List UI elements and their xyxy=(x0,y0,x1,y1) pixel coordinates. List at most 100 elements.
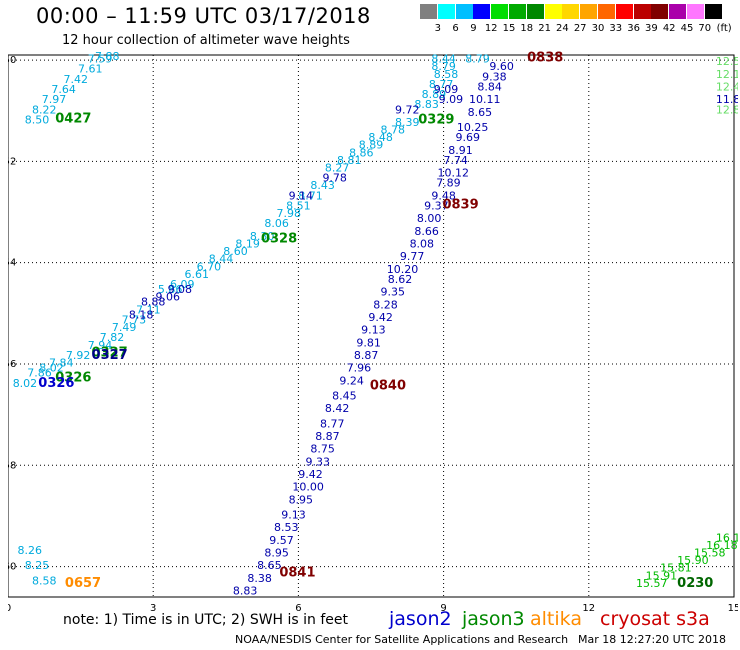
scale-swatch xyxy=(669,4,687,19)
scale-swatch xyxy=(544,4,562,19)
wave-height-value: 8.86 xyxy=(349,146,374,159)
legend-cryosat: cryosat s3a xyxy=(600,608,710,630)
wave-height-value: 8.28 xyxy=(373,298,398,311)
wave-height-value: 9.13 xyxy=(361,324,386,337)
wave-height-value: 7.88 xyxy=(95,50,120,63)
scale-swatch xyxy=(651,4,669,19)
wave-height-value: 8.22 xyxy=(32,103,57,116)
pass-time-label: 0838 xyxy=(527,51,563,66)
pass-time-label: 0657 xyxy=(65,576,101,591)
wave-height-value: 9.09 xyxy=(439,93,464,106)
pass-time-label: 0328 xyxy=(261,231,297,246)
wave-height-value: 8.62 xyxy=(388,273,413,286)
wave-height-value: 8.88 xyxy=(141,296,166,309)
footer-credit: NOAA/NESDIS Center for Satellite Applica… xyxy=(235,633,569,646)
wave-height-value: 7.59 xyxy=(88,53,113,66)
wave-height-value: 8.30 xyxy=(250,230,275,243)
scale-label: 3 xyxy=(434,23,441,34)
y-tick-label: -50 xyxy=(8,55,16,66)
scale-swatch xyxy=(437,4,455,19)
scale-label: 36 xyxy=(627,23,640,34)
wave-height-value: 10.00 xyxy=(292,481,324,494)
x-tick-label: 9 xyxy=(440,603,446,614)
wave-height-value: 8.19 xyxy=(235,237,260,250)
scale-swatch xyxy=(598,4,615,19)
pass-time-label: 0427 xyxy=(55,111,91,126)
footer-timestamp: Mar 18 12:27:20 UTC 2018 xyxy=(578,633,726,646)
page-subtitle: 12 hour collection of altimeter wave hei… xyxy=(62,33,350,48)
wave-height-value: 6.70 xyxy=(197,260,222,273)
x-tick-label: 12 xyxy=(582,603,595,614)
wave-height-value: 12.80 xyxy=(716,103,738,116)
scale-label: 12 xyxy=(484,23,498,34)
wave-height-value: 8.81 xyxy=(337,154,362,167)
wave-height-value: 8.87 xyxy=(315,430,340,443)
pass-time-label: 0230 xyxy=(677,576,713,591)
legend-jason2: jason2 xyxy=(389,608,452,630)
scale-swatch xyxy=(633,4,651,19)
wave-height-value: 8.18 xyxy=(129,308,154,321)
plot-frame xyxy=(8,54,735,598)
wave-height-value: 8.77 xyxy=(320,417,345,430)
wave-height-value: 8.00 xyxy=(417,212,442,225)
wave-height-value: 8.27 xyxy=(325,162,350,175)
wave-height-value: 8.58 xyxy=(434,68,459,81)
pass-time-label: 0329 xyxy=(418,112,454,127)
scale-label: 33 xyxy=(609,23,623,34)
wave-height-value: 8.83 xyxy=(233,584,258,597)
wave-height-value: 8.91 xyxy=(448,144,473,157)
scale-label: 6 xyxy=(452,23,459,34)
wave-height-value: 9.69 xyxy=(456,131,481,144)
wave-height-value: 8.51 xyxy=(286,199,311,212)
scale-label: 9 xyxy=(470,23,477,34)
wave-height-value: 9.48 xyxy=(431,189,456,202)
wave-height-value: 9.14 xyxy=(289,189,314,202)
x-tick-label: 6 xyxy=(295,603,301,614)
wave-height-value: 8.71 xyxy=(298,189,323,202)
scale-swatch xyxy=(526,4,544,19)
wave-height-value: 6.61 xyxy=(185,268,210,281)
wave-height-value: 16.19 xyxy=(716,531,738,544)
wave-height-value: 9.06 xyxy=(155,291,180,304)
scale-label: 42 xyxy=(662,23,676,34)
legend-jason3: jason3 xyxy=(462,608,525,630)
scale-label: 24 xyxy=(556,23,569,34)
page-title: 00:00 – 11:59 UTC 03/17/2018 xyxy=(36,4,371,28)
wave-height-value: 9.37 xyxy=(424,199,449,212)
y-tick-label: -58 xyxy=(8,460,16,471)
wave-height-value: 8.44 xyxy=(209,253,234,266)
x-tick-label: 15 xyxy=(728,603,738,614)
wave-height-value: 10.25 xyxy=(457,121,489,134)
legend-altika: altika xyxy=(530,608,582,630)
wave-height-value: 8.84 xyxy=(477,80,502,93)
wave-height-value: 9.57 xyxy=(269,534,294,547)
pass-time-label: 0326 xyxy=(38,376,74,391)
wave-height-value: 6.09 xyxy=(170,278,195,291)
y-tick-label: -54 xyxy=(8,258,16,269)
wave-height-value: 9.24 xyxy=(339,374,364,387)
wave-height-value: 7.98 xyxy=(276,207,301,220)
wave-height-value: 8.02 xyxy=(39,362,64,375)
wave-height-value: 15.91 xyxy=(646,569,678,582)
wave-height-value: 9.38 xyxy=(482,70,507,83)
wave-height-value: 15.81 xyxy=(660,562,692,575)
wave-height-value: 15.58 xyxy=(694,546,726,559)
wave-height-value: 5.86 xyxy=(158,283,183,296)
scale-swatch xyxy=(509,4,526,19)
scale-swatch xyxy=(420,4,437,19)
scale-swatch xyxy=(704,4,722,19)
scale-label: 70 xyxy=(698,23,712,34)
wave-height-value: 8.43 xyxy=(310,179,335,192)
wave-height-value: 8.38 xyxy=(247,572,272,585)
color-scale: 3 6 9 12 15 18 21 24 27 30 33 36 39 42 45 70 (ft) xyxy=(420,4,732,38)
wave-height-value: 8.89 xyxy=(359,139,384,152)
wave-height-value: 7.84 xyxy=(49,357,74,370)
y-tick-label: -56 xyxy=(8,359,16,370)
wave-height-value: 9.08 xyxy=(168,283,193,296)
wave-height-value: 9.42 xyxy=(298,468,323,481)
wave-height-value: 7.82 xyxy=(100,331,125,344)
scale-label: 21 xyxy=(538,23,551,34)
wave-height-value: 12.19 xyxy=(716,68,738,81)
wave-height-value: 8.66 xyxy=(414,225,439,238)
wave-height-value: 8.39 xyxy=(395,116,420,129)
